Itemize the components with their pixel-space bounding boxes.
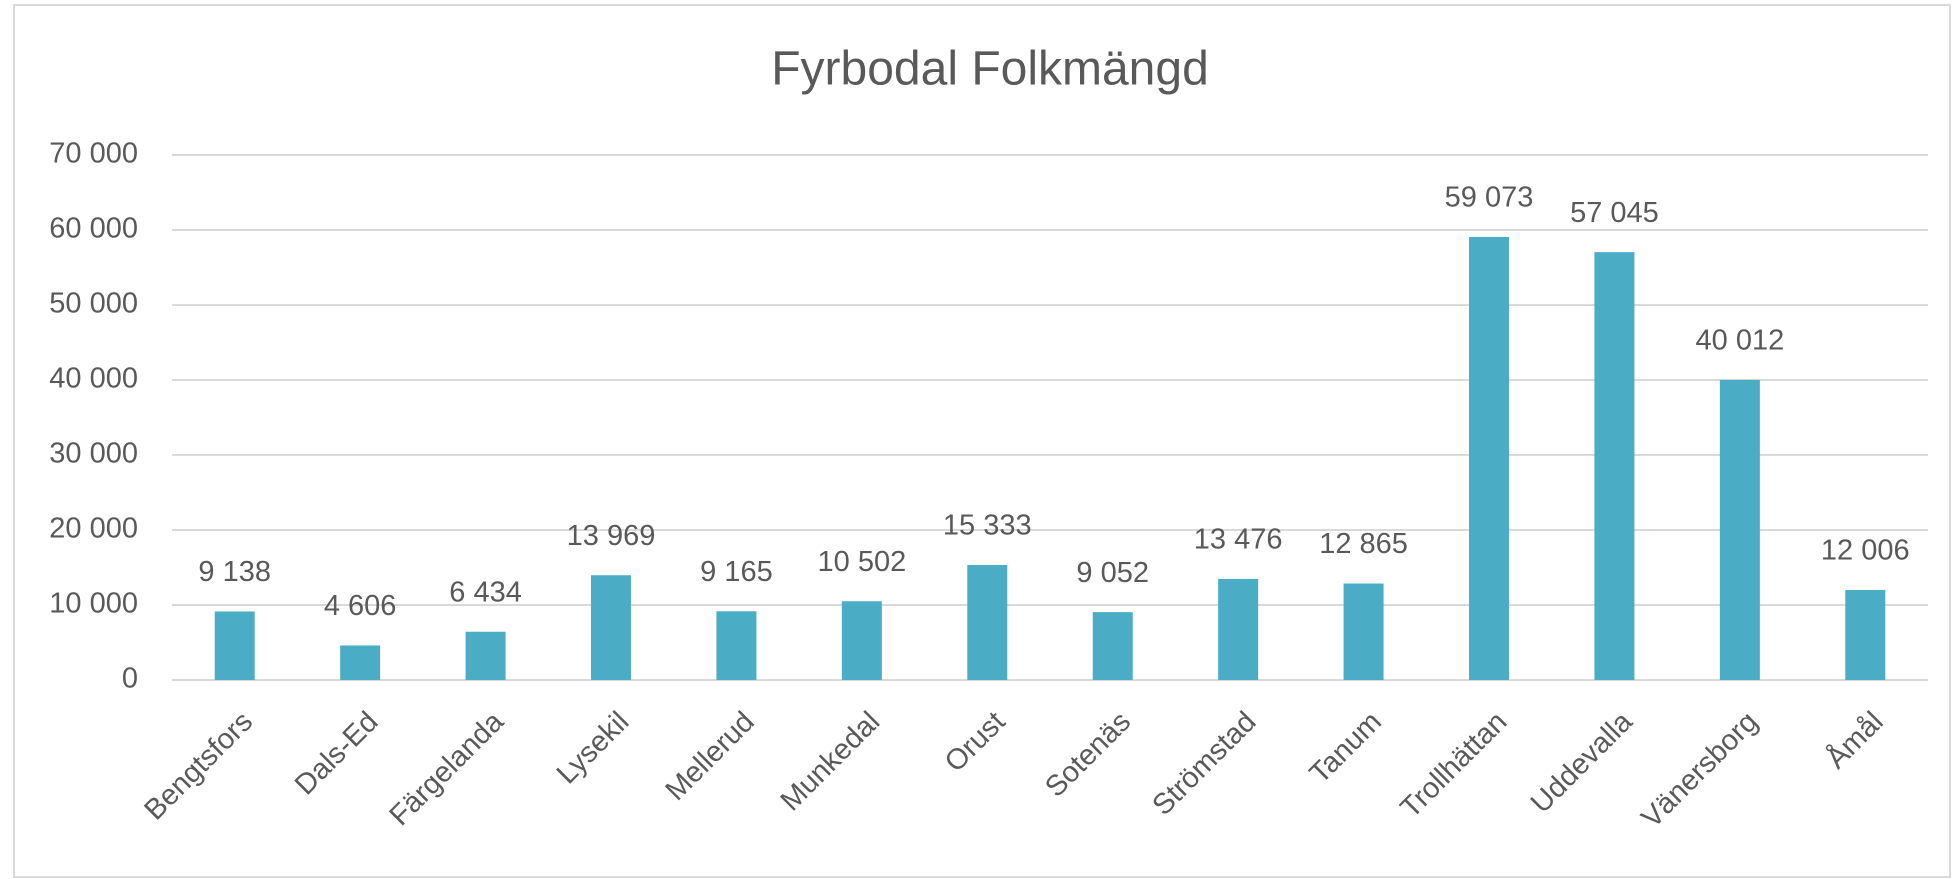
y-tick-label: 60 000 — [49, 213, 138, 245]
chart-title: Fyrbodal Folkmängd — [771, 43, 1209, 96]
data-label: 9 138 — [198, 556, 271, 588]
data-label: 9 165 — [700, 556, 773, 588]
bar — [1845, 589, 1886, 680]
data-label: 57 045 — [1570, 197, 1659, 229]
data-label: 59 073 — [1445, 182, 1534, 214]
data-label: 4 606 — [324, 590, 397, 622]
y-tick-label: 50 000 — [49, 288, 138, 320]
bar — [465, 631, 506, 680]
data-label: 12 006 — [1821, 535, 1910, 567]
bar — [967, 565, 1008, 680]
data-label: 9 052 — [1076, 557, 1149, 589]
bar — [1719, 379, 1760, 680]
data-label: 6 434 — [449, 576, 522, 608]
bar — [1594, 252, 1635, 680]
bar — [340, 645, 381, 680]
bar — [214, 611, 255, 680]
y-tick-label: 70 000 — [49, 138, 138, 170]
data-label: 13 476 — [1194, 524, 1283, 556]
y-tick-label: 40 000 — [49, 363, 138, 395]
y-tick-label: 30 000 — [49, 438, 138, 470]
bar — [716, 611, 757, 680]
bar — [591, 575, 631, 680]
bar — [841, 601, 882, 680]
bar — [1092, 612, 1133, 680]
y-tick-label: 10 000 — [49, 588, 138, 620]
data-label: 12 865 — [1319, 528, 1408, 560]
bar — [1218, 578, 1259, 680]
data-label: 10 502 — [818, 546, 907, 578]
y-tick-label: 0 — [122, 663, 138, 695]
data-label: 40 012 — [1696, 325, 1785, 357]
data-label: 13 969 — [567, 520, 656, 552]
bar — [1343, 583, 1384, 680]
bar — [1469, 236, 1509, 680]
y-tick-label: 20 000 — [49, 513, 138, 545]
data-label: 15 333 — [943, 510, 1032, 542]
